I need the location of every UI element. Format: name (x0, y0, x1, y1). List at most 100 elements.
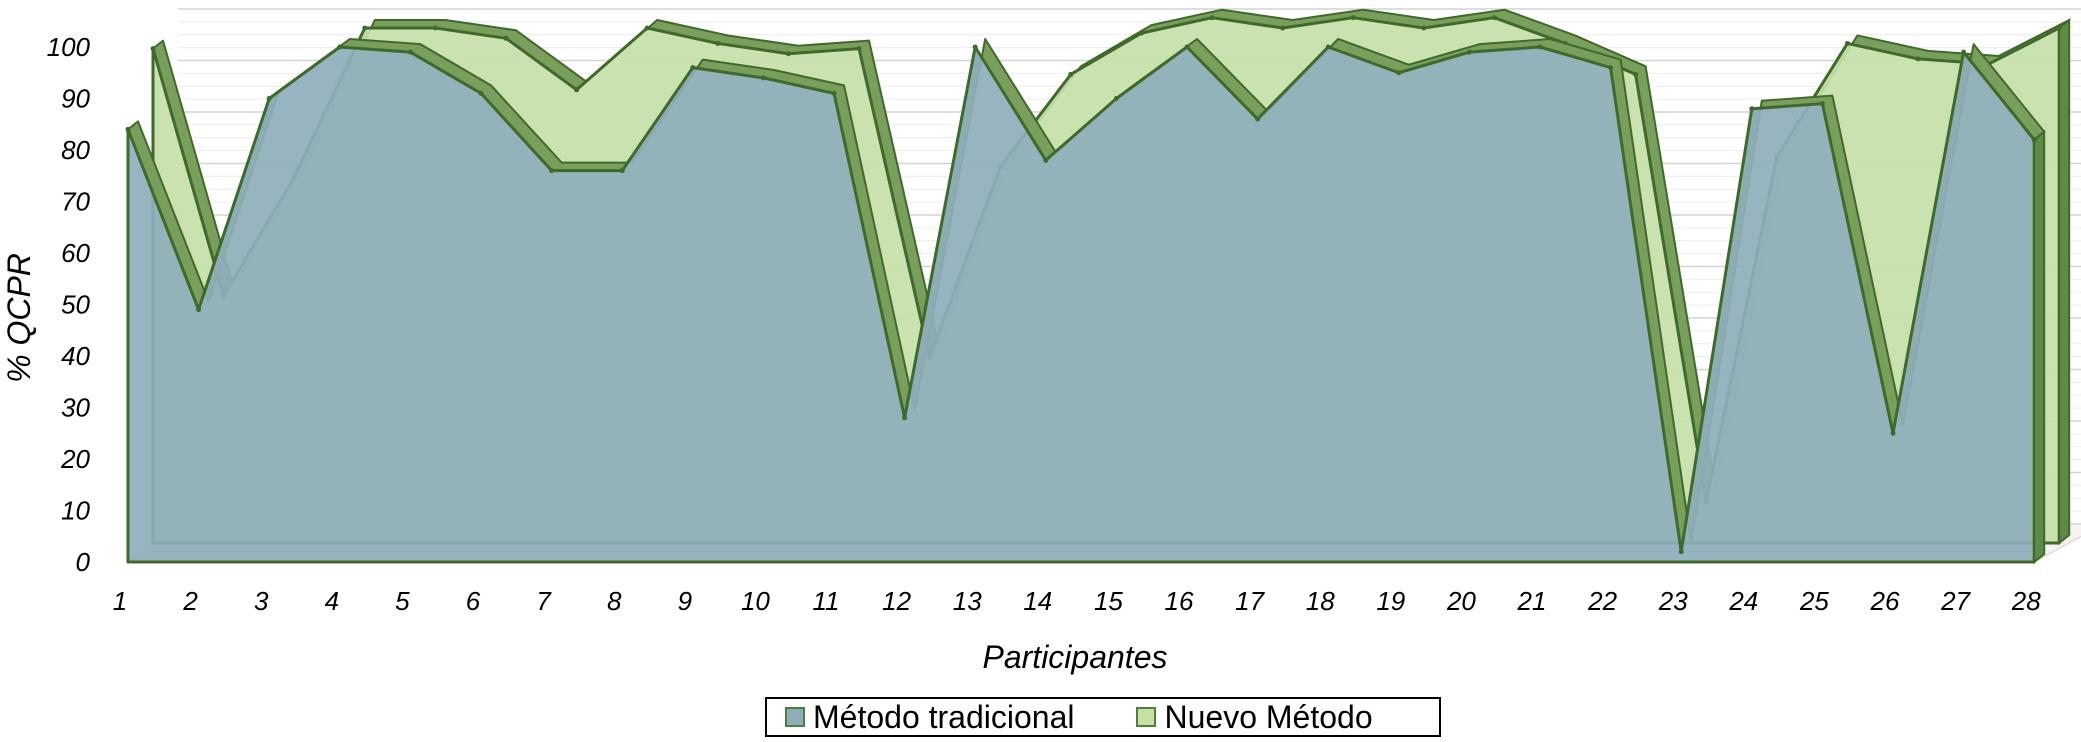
x-tick-label: 2 (182, 586, 198, 616)
y-tick-label: 60 (61, 238, 90, 268)
nuevo-metodo-point-25 (1844, 40, 1850, 46)
x-tick-label: 1 (113, 586, 127, 616)
legend-label-metodo-tradicional: Método tradicional (813, 698, 1075, 735)
nuevo-metodo-point-6 (503, 35, 509, 41)
x-tick-label: 7 (536, 586, 552, 616)
x-tick-label: 22 (1587, 586, 1617, 616)
nuevo-metodo-point-7 (574, 87, 580, 93)
x-tick-label: 12 (882, 586, 911, 616)
x-tick-label: 3 (254, 586, 269, 616)
x-tick-label: 16 (1165, 586, 1194, 616)
metodo-tradicional-point-19 (1396, 70, 1402, 76)
x-tick-label: 10 (741, 586, 770, 616)
x-tick-label: 8 (607, 586, 622, 616)
metodo-tradicional-point-26 (1890, 430, 1896, 436)
metodo-tradicional-point-3 (266, 96, 272, 101)
nuevo-metodo-point-15 (1138, 30, 1144, 36)
x-tick-label: 6 (466, 586, 481, 616)
x-tick-label: 5 (395, 586, 410, 616)
nuevo-metodo-point-10 (785, 51, 791, 57)
metodo-tradicional-point-16 (1184, 44, 1190, 50)
nuevo-metodo-point-5 (432, 25, 438, 31)
y-tick-label: 90 (61, 84, 90, 114)
y-tick-label: 0 (76, 547, 91, 577)
metodo-tradicional-point-17 (1255, 116, 1261, 122)
x-tick-label: 20 (1446, 586, 1476, 616)
metodo-tradicional-point-23 (1678, 549, 1684, 555)
x-tick-label: 26 (1870, 586, 1900, 616)
metodo-tradicional-point-21 (1537, 44, 1543, 50)
legend-swatch-nuevo-metodo (1136, 707, 1157, 727)
y-tick-label: 30 (61, 393, 90, 423)
metodo-tradicional-point-8 (619, 168, 625, 174)
nuevo-metodo-point-28 (2056, 25, 2062, 31)
x-tick-label: 23 (1658, 586, 1688, 616)
metodo-tradicional-point-2 (196, 307, 202, 313)
x-tick-label: 18 (1306, 586, 1335, 616)
metodo-tradicional-point-9 (690, 65, 696, 71)
legend-label-nuevo-metodo: Nuevo Método (1164, 698, 1373, 735)
nuevo-metodo-point-8 (644, 25, 650, 31)
nuevo-metodo-point-22 (1633, 71, 1639, 77)
metodo-tradicional-point-22 (1608, 65, 1614, 71)
nuevo-metodo-point-26 (1915, 56, 1921, 62)
y-tick-label: 50 (61, 290, 90, 320)
metodo-tradicional-point-14 (1043, 157, 1049, 163)
legend-swatch-metodo-tradicional (785, 707, 805, 727)
nuevo-metodo-point-19 (1421, 25, 1427, 31)
nuevo-metodo-point-4 (362, 25, 368, 31)
nuevo-metodo-point-14 (1068, 71, 1074, 77)
x-tick-label: 27 (1940, 586, 1971, 616)
series-metodo-tradicional (125, 38, 2046, 565)
metodo-tradicional-point-12 (902, 415, 908, 421)
nuevo-metodo-point-1 (150, 46, 156, 52)
metodo-tradicional-point-18 (1325, 44, 1331, 50)
nuevo-metodo-point-9 (715, 40, 721, 46)
metodo-tradicional-point-6 (478, 90, 484, 96)
metodo-tradicional-point-15 (1113, 96, 1119, 101)
x-tick-label: 24 (1728, 586, 1758, 616)
y-tick-label: 70 (61, 187, 90, 217)
y-tick-label: 40 (61, 341, 90, 371)
metodo-tradicional-point-7 (549, 168, 555, 174)
metodo-tradicional-point-10 (760, 75, 766, 81)
metodo-tradicional-point-5 (407, 49, 413, 55)
x-tick-label: 21 (1517, 586, 1547, 616)
x-tick-label: 9 (678, 586, 692, 616)
metodo-tradicional-point-27 (1961, 49, 1967, 55)
x-tick-label: 28 (2011, 586, 2041, 616)
x-tick-label: 4 (325, 586, 339, 616)
nuevo-metodo-point-17 (1280, 25, 1286, 31)
x-tick-label: 15 (1094, 586, 1123, 616)
y-tick-label: 10 (61, 496, 90, 526)
nuevo-metodo-point-18 (1350, 15, 1356, 21)
metodo-tradicional-point-13 (972, 44, 978, 50)
metodo-tradicional-point-1 (125, 126, 131, 132)
x-tick-label: 17 (1235, 586, 1265, 616)
y-tick-label: 80 (61, 135, 90, 165)
legend-item-nuevo-metodo: Nuevo Método (1136, 698, 1373, 736)
x-tick-label: 14 (1023, 586, 1052, 616)
y-tick-label: 20 (60, 444, 90, 474)
x-tick-label: 25 (1799, 586, 1829, 616)
legend-item-metodo-tradicional: Método tradicional (785, 699, 1074, 736)
y-tick-label: 100 (47, 32, 91, 62)
x-tick-label: 19 (1376, 586, 1405, 616)
nuevo-metodo-point-20 (1491, 15, 1497, 21)
x-tick-label: 11 (813, 586, 840, 616)
metodo-tradicional-point-20 (1466, 49, 1472, 55)
legend: Método tradicional Nuevo Método (765, 697, 1441, 737)
y-axis-title: % QCPR (1, 253, 37, 383)
x-axis-title: Participantes (983, 639, 1168, 675)
x-axis-ticks: 1 2 3 4 5 6 7 8 9 10 11 12 13 14 15 16 17 18 19 20 21 22 23 24 2… (113, 586, 2041, 616)
y-axis-ticks: 0 10 20 30 40 50 60 70 80 90 100 (47, 32, 91, 577)
metodo-tradicional-point-4 (337, 44, 343, 50)
metodo-tradicional-point-25 (1819, 101, 1825, 107)
metodo-tradicional-point-11 (831, 90, 837, 96)
nuevo-metodo-point-16 (1209, 15, 1215, 21)
metodo-tradicional-point-28 (2031, 137, 2037, 143)
nuevo-metodo-point-11 (856, 46, 862, 52)
x-tick-label: 13 (953, 586, 982, 616)
metodo-tradicional-point-24 (1749, 106, 1755, 112)
